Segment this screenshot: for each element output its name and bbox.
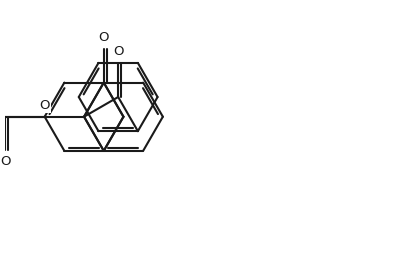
Text: O: O bbox=[113, 45, 123, 58]
Text: O: O bbox=[99, 31, 109, 44]
Text: O: O bbox=[0, 155, 10, 168]
Text: O: O bbox=[39, 99, 50, 112]
